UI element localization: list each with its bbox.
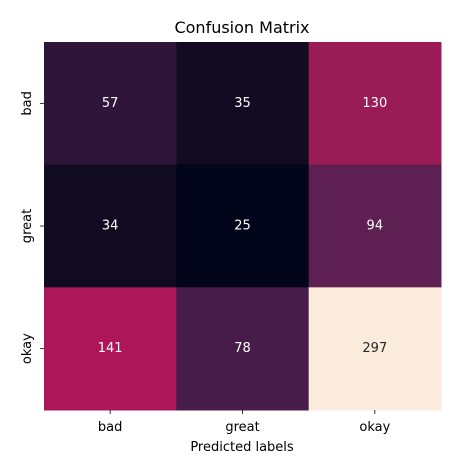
heatmap-cell-bad-great bbox=[176, 42, 310, 166]
cell-value-label: 78 bbox=[234, 341, 251, 356]
cell-value-label: 35 bbox=[234, 96, 251, 111]
heatmap-cell-great-bad bbox=[44, 164, 177, 288]
cell-value-label: 94 bbox=[367, 219, 384, 234]
heatmap-cell-okay-great bbox=[176, 287, 310, 411]
heatmap-cell-great-great bbox=[176, 164, 310, 288]
y-tick-labels: bad great okay bbox=[20, 91, 44, 364]
x-tick-labels: bad great okay bbox=[98, 410, 391, 435]
chart-title: Confusion Matrix bbox=[174, 18, 309, 37]
cell-value-label: 25 bbox=[234, 219, 251, 234]
heatmap-cell-bad-bad bbox=[44, 42, 177, 166]
y-tick-label: bad bbox=[20, 91, 35, 115]
heatmap-cell-okay-bad bbox=[44, 287, 177, 411]
heatmap-cell-bad-okay bbox=[308, 42, 442, 166]
heatmap-cell-okay-okay bbox=[308, 287, 442, 411]
cell-value-label: 130 bbox=[362, 96, 387, 111]
x-tick-label: okay bbox=[359, 420, 390, 435]
cell-value-label: 141 bbox=[98, 341, 123, 356]
y-tick-label: okay bbox=[20, 333, 35, 364]
cell-value-label: 34 bbox=[102, 219, 119, 234]
cell-value-label: 57 bbox=[102, 96, 119, 111]
x-axis-label: Predicted labels bbox=[190, 440, 294, 455]
x-tick-label: bad bbox=[98, 420, 122, 435]
heatmap-cell-great-okay bbox=[308, 164, 442, 288]
x-tick-label: great bbox=[225, 420, 259, 435]
y-tick-label: great bbox=[20, 209, 35, 243]
cell-value-label: 297 bbox=[362, 341, 387, 356]
heatmap-cells: 57 35 130 34 25 94 141 78 297 bbox=[44, 42, 442, 411]
